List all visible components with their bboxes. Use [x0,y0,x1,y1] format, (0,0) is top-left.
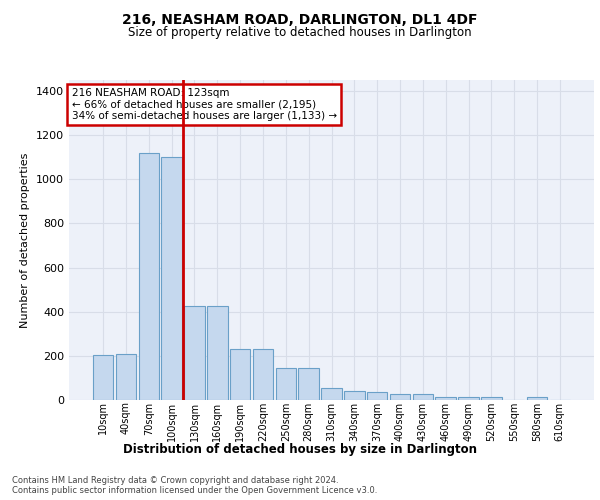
Bar [436,396,456,400]
Bar [413,394,433,400]
Text: Distribution of detached houses by size in Darlington: Distribution of detached houses by size … [123,442,477,456]
Bar [275,368,296,400]
Bar [344,391,365,400]
Text: 216, NEASHAM ROAD, DARLINGTON, DL1 4DF: 216, NEASHAM ROAD, DARLINGTON, DL1 4DF [122,12,478,26]
Bar [321,388,342,400]
Bar [367,392,388,400]
Bar [139,153,159,400]
Bar [230,349,250,400]
Text: 216 NEASHAM ROAD: 123sqm
← 66% of detached houses are smaller (2,195)
34% of sem: 216 NEASHAM ROAD: 123sqm ← 66% of detach… [71,88,337,121]
Text: Contains public sector information licensed under the Open Government Licence v3: Contains public sector information licen… [12,486,377,495]
Text: Contains HM Land Registry data © Crown copyright and database right 2024.: Contains HM Land Registry data © Crown c… [12,476,338,485]
Bar [481,396,502,400]
Bar [458,396,479,400]
Bar [161,157,182,400]
Bar [253,349,273,400]
Text: Size of property relative to detached houses in Darlington: Size of property relative to detached ho… [128,26,472,39]
Bar [184,306,205,400]
Y-axis label: Number of detached properties: Number of detached properties [20,152,31,328]
Bar [116,354,136,400]
Bar [527,396,547,400]
Bar [93,355,113,400]
Bar [298,368,319,400]
Bar [390,394,410,400]
Bar [207,306,227,400]
